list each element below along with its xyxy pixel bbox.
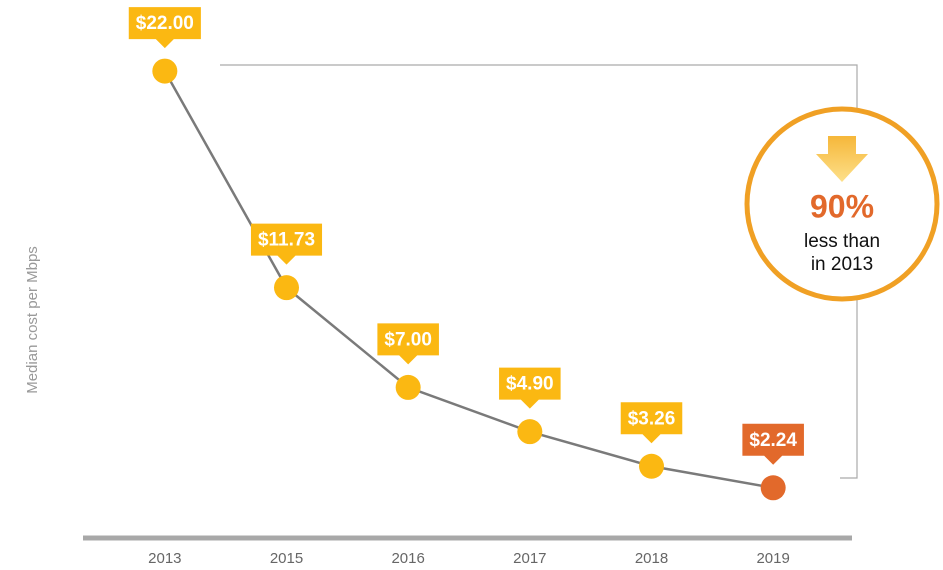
label-box	[499, 367, 561, 409]
x-tick-label: 2013	[148, 550, 181, 567]
value-label: $22.00	[136, 13, 194, 34]
label-box	[128, 7, 201, 49]
point	[274, 275, 299, 301]
value-label: $3.26	[628, 408, 676, 429]
label-box	[377, 323, 439, 365]
label-box	[250, 223, 323, 265]
point	[517, 419, 543, 445]
annotation-text: less than	[804, 231, 880, 252]
value-label: $4.90	[506, 374, 554, 395]
x-tick-label: 2016	[391, 550, 424, 567]
annotation-circle	[744, 106, 940, 302]
point	[152, 58, 178, 84]
label-box	[742, 423, 804, 465]
point	[639, 453, 664, 479]
annotation-text: in 2013	[811, 254, 873, 275]
value-label: $2.24	[749, 430, 797, 451]
x-tick-label: 2017	[513, 550, 546, 567]
down-arrow	[816, 136, 868, 182]
x-tick-label: 2015	[270, 550, 303, 567]
x-tick-label: 2019	[756, 550, 789, 567]
value-label: $7.00	[384, 329, 432, 350]
value-label: $11.73	[258, 230, 315, 251]
point	[760, 475, 786, 501]
annotation-value: 90%	[810, 188, 874, 224]
bracket	[220, 64, 858, 479]
x-tick-label: 2018	[635, 550, 668, 567]
label-box	[620, 402, 683, 444]
point	[395, 374, 421, 400]
y-axis-label: Median cost per Mbps	[24, 246, 41, 394]
